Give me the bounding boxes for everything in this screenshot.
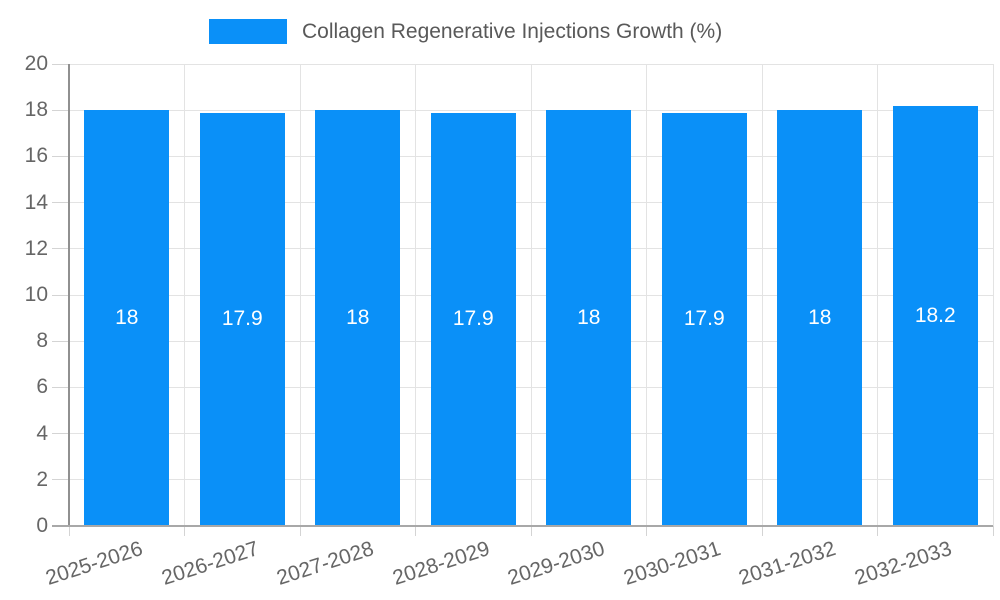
- v-gridline: [761, 64, 763, 526]
- y-tick-label: 0: [36, 514, 48, 537]
- x-tick-label: 2030-2031: [620, 537, 724, 590]
- x-tick: [877, 526, 878, 536]
- x-tick-label: 2032-2033: [851, 537, 955, 590]
- bar-value-label: 18: [115, 306, 139, 330]
- y-tick: [52, 340, 69, 342]
- bar-2030-2031[interactable]: [661, 112, 747, 526]
- y-axis-line: [68, 64, 70, 526]
- y-tick: [52, 155, 69, 157]
- x-tick-label: 2028-2029: [389, 537, 493, 590]
- bar-value-label: 17.9: [683, 307, 725, 331]
- bar-value-label: 17.9: [452, 307, 494, 331]
- bar-value-label: 17.9: [221, 307, 263, 331]
- x-tick: [992, 526, 994, 536]
- y-tick: [52, 386, 69, 388]
- x-tick-label: 2029-2030: [505, 537, 608, 590]
- y-tick-label: 16: [24, 144, 48, 168]
- y-tick-label: 4: [36, 421, 48, 445]
- x-tick: [415, 526, 416, 536]
- y-tick-label: 2: [36, 467, 48, 491]
- x-tick: [761, 526, 763, 536]
- x-axis-labels: 2025-2026 2026-2027 2027-2028 2028-2029 2029…: [43, 537, 993, 597]
- legend-label: Collagen Regenerative Injections Growth …: [302, 20, 723, 43]
- y-tick: [52, 63, 69, 65]
- bar-2025-2026[interactable]: [84, 110, 170, 526]
- v-gridline: [646, 64, 647, 526]
- x-tick-label: 2027-2028: [274, 537, 377, 590]
- x-tick: [68, 526, 70, 536]
- bar-2027-2028[interactable]: [315, 110, 401, 526]
- bar-value-label: 18: [808, 306, 832, 330]
- y-tick: [52, 433, 69, 435]
- y-tick-label: 10: [24, 283, 48, 306]
- y-tick-label: 12: [24, 236, 48, 260]
- y-tick: [52, 248, 69, 250]
- x-tick-label: 2031-2032: [736, 537, 839, 590]
- v-gridline: [992, 64, 994, 526]
- bar-2031-2032[interactable]: [777, 110, 863, 526]
- bar-value-label: 18: [577, 306, 601, 330]
- y-tick-label: 18: [24, 98, 48, 122]
- bar-2029-2030[interactable]: [546, 110, 632, 526]
- y-tick: [52, 109, 69, 111]
- y-tick: [52, 294, 69, 296]
- bar-value-label: 18.2: [914, 303, 956, 327]
- x-tick-label: 2026-2027: [158, 537, 262, 590]
- x-axis-line: [52, 525, 993, 527]
- v-gridline: [877, 64, 878, 526]
- y-tick-label: 8: [36, 329, 48, 353]
- legend-swatch: [209, 19, 287, 44]
- y-tick-label: 6: [36, 375, 48, 399]
- v-gridline: [415, 64, 416, 526]
- y-tick-label: 14: [24, 190, 48, 214]
- x-tick: [530, 526, 532, 536]
- bar-value-label: 18: [346, 306, 370, 330]
- y-tick: [52, 479, 69, 481]
- legend-item[interactable]: Collagen Regenerative Injections Growth …: [209, 19, 722, 44]
- bar-2032-2033[interactable]: [892, 105, 978, 526]
- x-tick: [646, 526, 647, 536]
- bar-2026-2027[interactable]: [199, 112, 285, 526]
- y-axis-labels: 0 2 4 6 8 10 12 14 16 18 20: [0, 52, 48, 537]
- v-gridline: [184, 64, 185, 526]
- y-tick-label: 20: [24, 52, 48, 75]
- v-gridline: [530, 64, 532, 526]
- x-tick: [299, 526, 301, 536]
- x-tick-label: 2025-2026: [43, 537, 146, 590]
- y-tick: [52, 202, 69, 204]
- plot-area: 18 17.9 18 17.9 18 17.9 18 18.2: [52, 63, 994, 536]
- bar-2028-2029[interactable]: [430, 112, 516, 526]
- v-gridline: [299, 64, 301, 526]
- x-tick: [184, 526, 185, 536]
